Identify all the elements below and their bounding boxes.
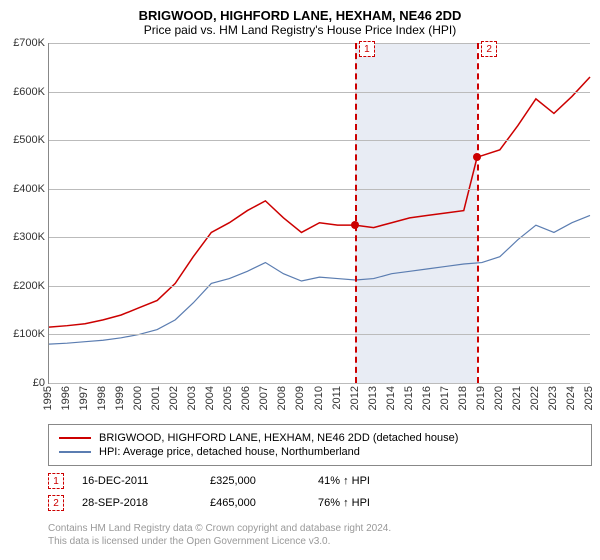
event-marker-label: 1 (359, 41, 375, 57)
chart-subtitle: Price paid vs. HM Land Registry's House … (0, 23, 600, 43)
event-marker-icon: 2 (48, 495, 64, 511)
x-tick-label: 2000 (132, 386, 144, 410)
x-tick-label: 2022 (529, 386, 541, 410)
legend-swatch (59, 451, 91, 453)
x-tick-label: 2015 (403, 386, 415, 410)
event-row: 1 16-DEC-2011 £325,000 41% ↑ HPI (48, 470, 600, 492)
event-price: £465,000 (210, 497, 300, 509)
x-tick-label: 2019 (475, 386, 487, 410)
x-tick-label: 1998 (96, 386, 108, 410)
event-guideline (477, 43, 479, 383)
series-line (49, 215, 590, 344)
footer-credits: Contains HM Land Registry data © Crown c… (48, 522, 592, 548)
event-marker-icon: 1 (48, 473, 64, 489)
x-tick-label: 2025 (583, 386, 595, 410)
x-tick-label: 2006 (240, 386, 252, 410)
x-tick-label: 2020 (493, 386, 505, 410)
y-tick-label: £500K (13, 134, 49, 146)
event-date: 16-DEC-2011 (82, 475, 192, 487)
x-tick-label: 2001 (150, 386, 162, 410)
x-tick-label: 2003 (186, 386, 198, 410)
event-point (473, 153, 481, 161)
legend-row: HPI: Average price, detached house, Nort… (59, 445, 581, 459)
chart-title: BRIGWOOD, HIGHFORD LANE, HEXHAM, NE46 2D… (0, 0, 600, 23)
event-guideline (355, 43, 357, 383)
y-tick-label: £200K (13, 280, 49, 292)
event-pct: 41% ↑ HPI (318, 475, 370, 487)
x-tick-label: 2021 (511, 386, 523, 410)
x-tick-label: 2016 (421, 386, 433, 410)
chart-container: BRIGWOOD, HIGHFORD LANE, HEXHAM, NE46 2D… (0, 0, 600, 560)
y-tick-label: £600K (13, 86, 49, 98)
legend-swatch (59, 437, 91, 439)
series-line (49, 77, 590, 327)
x-tick-label: 2014 (385, 386, 397, 410)
event-row: 2 28-SEP-2018 £465,000 76% ↑ HPI (48, 492, 600, 514)
x-tick-label: 1997 (78, 386, 90, 410)
footer-line: This data is licensed under the Open Gov… (48, 535, 592, 548)
y-tick-label: £100K (13, 328, 49, 340)
event-price: £325,000 (210, 475, 300, 487)
x-tick-label: 1996 (60, 386, 72, 410)
legend: BRIGWOOD, HIGHFORD LANE, HEXHAM, NE46 2D… (48, 424, 592, 466)
event-marker-label: 2 (481, 41, 497, 57)
x-tick-label: 1995 (42, 386, 54, 410)
legend-label: HPI: Average price, detached house, Nort… (99, 446, 360, 458)
x-tick-label: 2005 (222, 386, 234, 410)
x-tick-label: 2009 (294, 386, 306, 410)
legend-row: BRIGWOOD, HIGHFORD LANE, HEXHAM, NE46 2D… (59, 431, 581, 445)
event-point (351, 221, 359, 229)
footer-line: Contains HM Land Registry data © Crown c… (48, 522, 592, 535)
x-tick-label: 2012 (349, 386, 361, 410)
y-tick-label: £300K (13, 231, 49, 243)
event-date: 28-SEP-2018 (82, 497, 192, 509)
y-tick-label: £700K (13, 37, 49, 49)
x-tick-label: 2018 (457, 386, 469, 410)
x-axis-ticks: 1995199619971998199920002001200220032004… (48, 384, 590, 420)
x-tick-label: 2017 (439, 386, 451, 410)
x-tick-label: 2024 (565, 386, 577, 410)
x-tick-label: 2013 (367, 386, 379, 410)
plot-area: £0£100K£200K£300K£400K£500K£600K£700K12 (48, 43, 590, 384)
y-tick-label: £400K (13, 183, 49, 195)
x-tick-label: 2007 (258, 386, 270, 410)
x-tick-label: 2008 (276, 386, 288, 410)
legend-label: BRIGWOOD, HIGHFORD LANE, HEXHAM, NE46 2D… (99, 432, 458, 444)
plot-svg (49, 43, 590, 383)
x-tick-label: 2002 (168, 386, 180, 410)
x-tick-label: 2023 (547, 386, 559, 410)
event-pct: 76% ↑ HPI (318, 497, 370, 509)
x-tick-label: 2004 (204, 386, 216, 410)
x-tick-label: 2011 (331, 386, 343, 410)
event-table: 1 16-DEC-2011 £325,000 41% ↑ HPI 2 28-SEP-201… (48, 470, 600, 514)
x-tick-label: 2010 (313, 386, 325, 410)
x-tick-label: 1999 (114, 386, 126, 410)
